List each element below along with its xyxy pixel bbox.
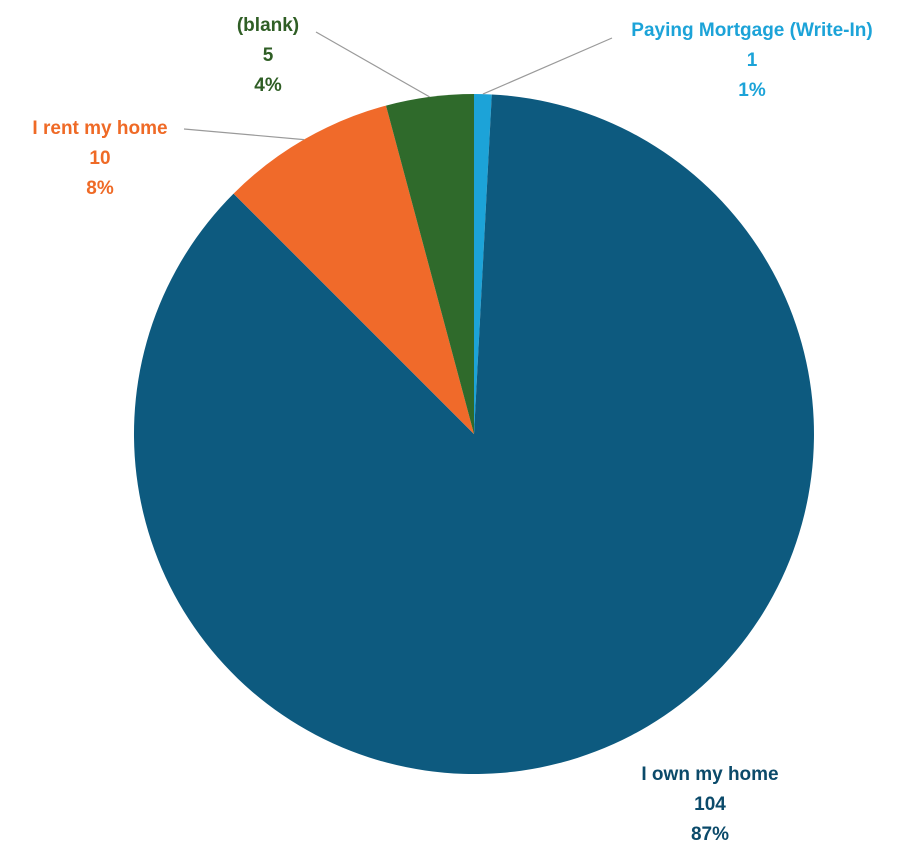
data-label-percent-blank: 4% (254, 75, 282, 96)
pie-slice-i-rent-my-home (233, 105, 474, 434)
data-label-percent-i-own-my-home: 87% (691, 824, 729, 845)
pie-slice-blank (386, 94, 474, 434)
data-label-count-blank: 5 (263, 45, 274, 66)
data-label-name-i-own-my-home: I own my home (641, 764, 778, 785)
data-label-name-i-rent-my-home: I rent my home (32, 118, 167, 139)
pie-slice-i-own-my-home (133, 94, 814, 775)
data-label-count-i-rent-my-home: 10 (89, 148, 110, 169)
data-label-name-blank: (blank) (237, 15, 299, 36)
leader-line-i-rent-my-home (183, 128, 305, 141)
data-label-count-i-own-my-home: 104 (694, 794, 726, 815)
data-label-count-paying-mortgage-write-in: 1 (747, 50, 758, 71)
leader-line-paying-mortgage-write-in (482, 37, 613, 95)
data-label-percent-i-rent-my-home: 8% (86, 178, 114, 199)
leader-line-blank (315, 31, 430, 98)
pie-slice-paying-mortgage-write-in (474, 94, 492, 434)
data-label-percent-paying-mortgage-write-in: 1% (738, 80, 766, 101)
data-label-name-paying-mortgage-write-in: Paying Mortgage (Write-In) (631, 20, 872, 41)
